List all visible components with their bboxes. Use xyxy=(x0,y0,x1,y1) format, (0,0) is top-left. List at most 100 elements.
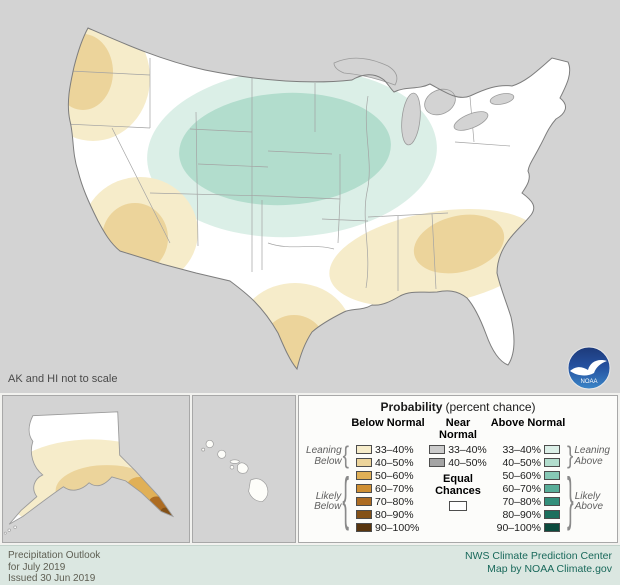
lake-ontario xyxy=(489,93,515,105)
legend-col-near: Near Normal 33–40% 40–50% Equal Chances xyxy=(427,417,489,534)
legend-swatch xyxy=(544,484,560,493)
footer-title-line1: Precipitation Outlook xyxy=(8,550,101,561)
region-above-normal-40-50 xyxy=(179,92,391,206)
legend-swatch xyxy=(429,445,446,454)
above-normal-header: Above Normal xyxy=(490,417,566,429)
footer-title-line2: for July 2019 xyxy=(8,561,66,573)
legend-row-above-5: 80–90% xyxy=(490,508,566,521)
legend-row-below-2: 50–60% xyxy=(350,469,426,482)
legend-row-above-2: 50–60% xyxy=(490,469,566,482)
legend-row-above-6: 90–100% xyxy=(490,521,566,534)
island-hawaii xyxy=(248,478,269,502)
legend-swatch xyxy=(356,471,372,480)
legend-title-suffix: (percent chance) xyxy=(445,400,536,414)
legend-below-brackets: Leaning Below { Likely Below { xyxy=(305,417,349,534)
footer-source-line2: Map by NOAA Climate.gov xyxy=(487,563,612,575)
island-maui xyxy=(237,462,249,474)
legend-row-below-0: 33–40% xyxy=(350,443,426,456)
legend-row-label: 80–90% xyxy=(375,508,414,521)
noaa-seagull-icon xyxy=(570,360,607,376)
near-normal-header: Near Normal xyxy=(439,417,477,441)
hawaiian-islands xyxy=(201,440,269,502)
legend-swatch xyxy=(356,523,372,532)
legend-col-above: Above Normal 33–40% 40–50% 50–60% 60–70%… xyxy=(490,417,566,534)
legend-above-brackets: } Leaning Above } Likely Above xyxy=(567,417,611,534)
map-scale-note: AK and HI not to scale xyxy=(8,373,118,385)
legend-row-below-5: 80–90% xyxy=(350,508,426,521)
inset-hawaii xyxy=(192,395,296,543)
legend-row-above-3: 60–70% xyxy=(490,482,566,495)
lake-huron xyxy=(424,88,456,116)
legend-swatch xyxy=(544,471,560,480)
likely-above-label: Likely Above xyxy=(574,490,604,512)
alaska-outline xyxy=(8,411,175,525)
island-lanai xyxy=(229,465,235,470)
legend-swatch xyxy=(356,510,372,519)
legend-row-label: 70–80% xyxy=(502,495,541,508)
bottom-row: Probability (percent chance) Leaning Belo… xyxy=(0,393,620,545)
leaning-below-group: Leaning Below { xyxy=(305,442,349,470)
legend-row-label: 33–40% xyxy=(375,443,414,456)
legend-swatch xyxy=(356,445,372,454)
legend-row-label: 40–50% xyxy=(375,456,414,469)
footer-source-line1: NWS Climate Prediction Center xyxy=(464,550,612,562)
likely-below-brace: { xyxy=(342,468,349,533)
lake-michigan xyxy=(401,92,421,146)
leaning-above-group: } Leaning Above xyxy=(567,442,611,470)
lake-erie xyxy=(453,111,489,131)
legend-swatch xyxy=(544,445,560,454)
legend-body: Leaning Below { Likely Below { Below Nor… xyxy=(305,417,611,534)
legend-swatch xyxy=(544,523,560,532)
legend-row-label: 90–100% xyxy=(496,521,541,534)
us-outline xyxy=(67,27,571,371)
legend-row-label: 33–40% xyxy=(448,443,487,456)
likely-above-brace: } xyxy=(567,468,574,533)
leaning-above-brace: } xyxy=(567,442,574,470)
alaska-map-svg xyxy=(3,396,189,542)
region-below-southeast-40-50 xyxy=(413,214,505,274)
likely-below-group: Likely Below { xyxy=(305,468,349,534)
legend-row-label: 60–70% xyxy=(375,482,414,495)
legend-row-above-1: 40–50% xyxy=(490,456,566,469)
leaning-above-label: Leaning Above xyxy=(574,445,610,467)
legend-row-below-1: 40–50% xyxy=(350,456,426,469)
legend-row-label: 50–60% xyxy=(502,469,541,482)
leaning-below-brace: { xyxy=(342,442,349,470)
equal-chances-swatch xyxy=(449,501,467,511)
likely-below-label: Likely Below xyxy=(314,490,342,512)
equal-chances-label: Equal Chances xyxy=(435,473,481,497)
legend-swatch xyxy=(356,497,372,506)
likely-above-group: } Likely Above xyxy=(567,468,611,534)
noaa-label: NOAA xyxy=(580,379,597,385)
legend-swatch xyxy=(544,497,560,506)
legend-row-label: 40–50% xyxy=(448,456,487,469)
legend-row-near-0: 33–40% xyxy=(427,443,489,456)
legend-row-label: 90–100% xyxy=(375,521,420,534)
island-niihau xyxy=(201,447,206,452)
island-molokai xyxy=(229,459,240,464)
legend-row-above-0: 33–40% xyxy=(490,443,566,456)
legend-swatch xyxy=(544,458,560,467)
legend-swatch xyxy=(544,510,560,519)
noaa-emblem-icon: NOAA xyxy=(567,346,611,390)
footer-right: NWS Climate Prediction Center Map by NOA… xyxy=(465,550,612,576)
island-kauai xyxy=(205,440,214,449)
state-boundaries xyxy=(68,58,511,291)
legend-row-label: 50–60% xyxy=(375,469,414,482)
legend-row-label: 80–90% xyxy=(502,508,541,521)
leaning-below-label: Leaning Below xyxy=(306,445,342,467)
legend-row-below-4: 70–80% xyxy=(350,495,426,508)
legend-title-main: Probability xyxy=(380,400,443,414)
island-oahu xyxy=(217,449,227,459)
legend-row-label: 40–50% xyxy=(502,456,541,469)
legend-row-label: 33–40% xyxy=(502,443,541,456)
legend-row-label: 60–70% xyxy=(502,482,541,495)
inset-alaska xyxy=(2,395,190,543)
conus-map-area: AK and HI not to scale NOAA xyxy=(8,27,611,390)
footer: Precipitation Outlook for July 2019 Issu… xyxy=(0,545,620,585)
legend-title: Probability (percent chance) xyxy=(305,400,611,414)
legend-swatch xyxy=(356,484,372,493)
legend-row-label: 70–80% xyxy=(375,495,414,508)
footer-left: Precipitation Outlook for July 2019 Issu… xyxy=(8,550,100,585)
